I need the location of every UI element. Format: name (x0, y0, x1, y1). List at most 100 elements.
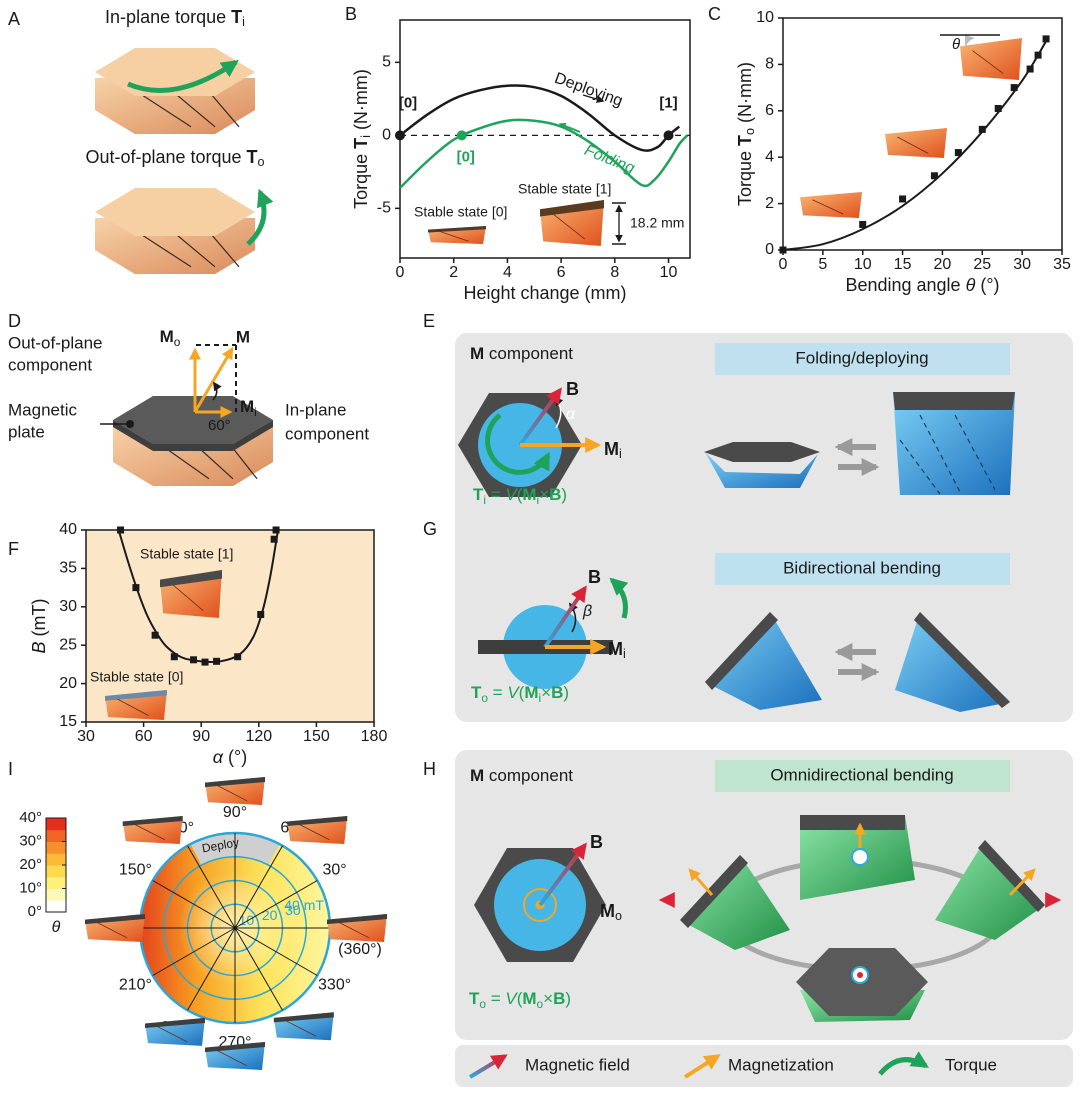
text-part: i (359, 135, 373, 138)
origami-body (893, 392, 1015, 495)
crease (919, 414, 961, 493)
annotation: θ (952, 36, 960, 53)
plot-background (86, 530, 374, 722)
y-tick-label: 25 (59, 636, 77, 653)
label: To = V(Mi×B) (471, 683, 569, 705)
crease (96, 922, 128, 939)
text-part: M (524, 683, 538, 702)
photo-top (205, 777, 265, 788)
y-tick-label: 5 (382, 54, 391, 71)
label: Out-of-plane (8, 333, 103, 352)
spoke (234, 927, 318, 976)
text-part: B (551, 683, 563, 702)
label: Mo (600, 901, 622, 924)
crease (812, 199, 844, 215)
colorbar-label: 20° (19, 856, 42, 873)
text-part: Out-of-plane torque (85, 147, 246, 167)
label: Mi (608, 639, 626, 662)
colorbar-band (46, 900, 66, 913)
text-part: M (522, 485, 536, 504)
panel-letter: G (423, 519, 437, 539)
photo-top (122, 815, 183, 827)
label: α (566, 406, 576, 423)
x-tick-label: 8 (610, 264, 619, 281)
x-tick-label: 30 (77, 728, 95, 745)
crease (299, 823, 330, 841)
field-symbol (851, 848, 869, 866)
annotation: Stable state [1] (518, 181, 611, 197)
colorbar-label: 40° (19, 809, 42, 826)
panel-letter: A (8, 9, 20, 29)
data-point (1010, 84, 1018, 92)
label: Folding/deploying (795, 348, 928, 367)
label: M component (470, 766, 573, 785)
data-point (994, 104, 1002, 112)
text-part: V (507, 683, 520, 702)
legend-swatch (878, 1051, 929, 1076)
plate (800, 815, 905, 830)
panel-letter: B (345, 4, 357, 24)
text-part: i (539, 691, 542, 705)
x-tick-label: 60 (135, 728, 153, 745)
colorbar-label: 0° (28, 903, 42, 920)
x-tick-label: 120 (245, 728, 272, 745)
ring-label: 20 (262, 907, 278, 923)
text-part: i (483, 493, 486, 507)
origami-body (935, 840, 1045, 940)
angle-label: 330° (318, 977, 351, 994)
crease (156, 1025, 188, 1043)
x-tick-label: 20 (934, 256, 952, 273)
magnetization-arrow (1008, 868, 1036, 897)
text-part: o (615, 909, 622, 923)
text-part: component (484, 344, 573, 363)
text-part: i (623, 647, 626, 661)
data-point (234, 653, 242, 661)
origami-top (113, 396, 273, 444)
y-axis-label: Torque To (N·mm) (735, 62, 758, 206)
text-part: (N·mm) (351, 69, 371, 135)
caption: Out-of-plane torque To (85, 147, 264, 170)
label: 60° (208, 417, 231, 434)
state-label: [0] (399, 94, 417, 111)
x-tick-label: 4 (503, 264, 512, 281)
data-point (1042, 35, 1050, 43)
colorbar-band (46, 818, 66, 831)
panel-letter: C (708, 4, 721, 24)
text-part: ) (565, 989, 571, 1008)
legend-label: Magnetic field (525, 1055, 630, 1074)
x-tick-label: 10 (854, 256, 872, 273)
colorbar-label: 10° (19, 879, 42, 896)
angle-label: 90° (223, 804, 247, 821)
text-part: θ (966, 275, 976, 295)
label: M component (470, 344, 573, 363)
label: Ti = V(Mi×B) (473, 485, 567, 507)
crease (897, 136, 929, 154)
panel-letter: D (8, 311, 21, 331)
text-part: ( (517, 989, 523, 1008)
text-part: i (242, 15, 245, 29)
series-line (399, 118, 689, 189)
y-tick-label: 6 (765, 102, 774, 119)
x-tick-label: 5 (818, 256, 827, 273)
photo-top (273, 1012, 334, 1023)
label: Magnetic (8, 400, 77, 419)
caption-box (715, 553, 1010, 585)
text-part: T (247, 147, 258, 167)
origami-body (680, 855, 790, 950)
y-tick-label: 20 (59, 675, 77, 692)
text-part: T (469, 989, 480, 1008)
spoke (234, 927, 283, 1011)
legend-label: Magnetization (728, 1055, 834, 1074)
colorbar-label: 30° (19, 832, 42, 849)
x-tick-label: 10 (660, 264, 678, 281)
caption-box (715, 343, 1010, 375)
text-part: Torque (735, 146, 755, 206)
annotation: Stable state [0] (414, 204, 507, 220)
text-part: (mT) (29, 599, 49, 642)
series-label-arrow (558, 122, 581, 133)
spoke (152, 927, 236, 976)
colorbar-band (46, 841, 66, 854)
text-part: = (486, 989, 505, 1008)
data-point (1034, 51, 1042, 59)
crease (285, 1020, 317, 1037)
